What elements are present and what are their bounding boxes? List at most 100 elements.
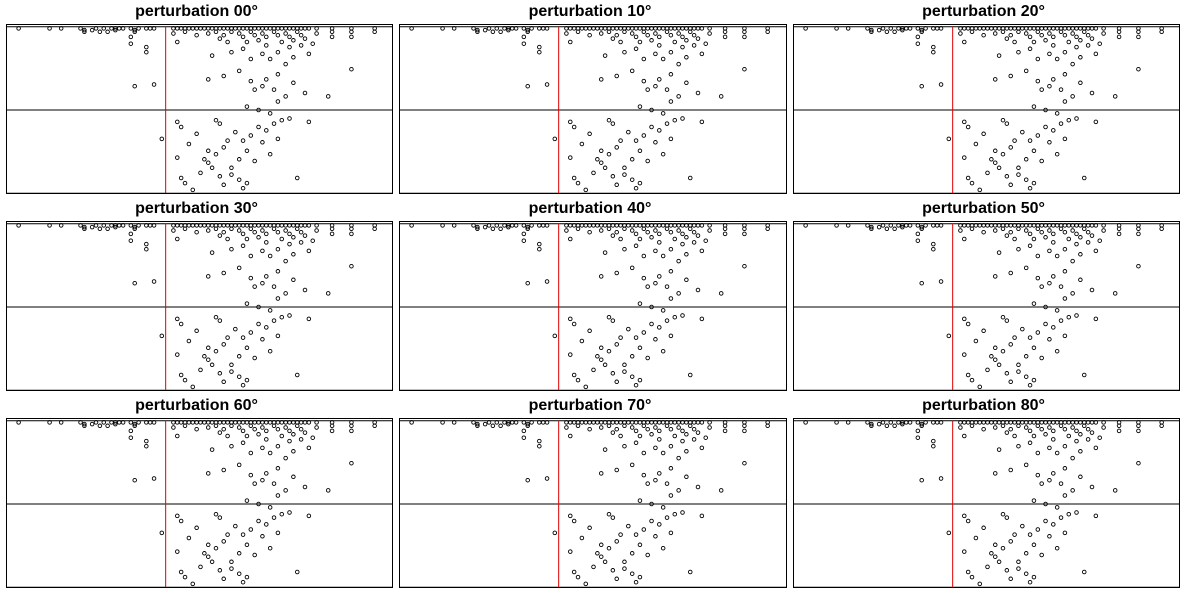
data-point [1101, 420, 1106, 425]
data-point [1074, 44, 1079, 50]
data-point [287, 231, 292, 237]
data-point [298, 43, 304, 48]
data-point [938, 476, 944, 481]
data-point [1016, 362, 1021, 368]
scatter-plot [7, 420, 392, 587]
data-point [1016, 369, 1021, 374]
data-point [1054, 450, 1060, 456]
data-point [803, 223, 808, 228]
data-point [1051, 274, 1056, 279]
data-point [260, 445, 265, 451]
data-point [688, 423, 693, 429]
data-point [506, 421, 511, 427]
data-point [684, 449, 689, 454]
data-point [205, 542, 211, 548]
data-point [641, 133, 647, 138]
data-point [213, 423, 219, 429]
data-point [552, 530, 558, 536]
data-point [225, 532, 230, 537]
data-point [660, 545, 666, 551]
data-point [676, 258, 681, 264]
data-point [657, 437, 662, 442]
data-point [965, 175, 971, 181]
data-point [267, 111, 273, 116]
data-point [1054, 348, 1060, 354]
data-point [915, 428, 921, 434]
chart-panel: perturbation 30° [0, 197, 393, 394]
panel-title: perturbation 00° [135, 3, 258, 20]
data-point [622, 423, 627, 429]
data-point [279, 39, 285, 45]
data-point [992, 77, 998, 82]
data-point [1035, 472, 1041, 478]
data-point [264, 471, 269, 476]
data-point [58, 420, 64, 425]
data-point [120, 420, 126, 425]
data-point [1016, 246, 1021, 252]
data-point [622, 49, 627, 55]
data-point [240, 382, 246, 388]
data-point [969, 574, 975, 580]
data-point [229, 246, 234, 252]
data-point [803, 26, 808, 31]
data-point [622, 165, 627, 171]
data-point [568, 155, 573, 160]
data-point [229, 559, 234, 565]
data-point [178, 518, 184, 524]
data-point [1039, 284, 1044, 289]
data-point [525, 224, 530, 230]
data-point [691, 43, 697, 48]
data-point [1000, 511, 1006, 517]
data-point [490, 423, 496, 429]
data-point [260, 51, 265, 57]
data-point [1136, 226, 1141, 232]
data-point [252, 158, 257, 164]
data-point [742, 226, 747, 232]
data-point [136, 420, 141, 425]
data-point [931, 443, 936, 449]
data-point [349, 423, 354, 429]
data-point [900, 224, 905, 230]
data-point [1004, 430, 1010, 435]
data-point [120, 26, 126, 31]
data-point [287, 116, 292, 121]
data-point [205, 31, 211, 36]
data-point [521, 26, 527, 31]
data-point [225, 138, 230, 143]
data-point [992, 345, 998, 351]
data-point [1004, 233, 1010, 238]
data-point [653, 51, 658, 57]
data-point [349, 231, 354, 237]
data-point [490, 226, 496, 232]
data-point [1054, 505, 1060, 510]
data-point [1062, 136, 1068, 142]
data-point [1136, 460, 1141, 466]
data-point [1070, 61, 1075, 67]
data-point [965, 372, 971, 378]
chart-panel: perturbation 80° [787, 394, 1180, 591]
data-point [931, 44, 936, 50]
data-point [1016, 423, 1021, 429]
data-point [175, 513, 180, 519]
data-point [969, 423, 975, 429]
data-point [653, 140, 658, 145]
data-point [229, 165, 234, 171]
data-point [151, 279, 157, 284]
data-point [252, 87, 257, 92]
data-point [587, 131, 592, 137]
data-point [614, 270, 619, 276]
data-point [680, 438, 685, 444]
data-point [1031, 301, 1037, 306]
data-point [680, 241, 685, 247]
data-point [1159, 226, 1164, 232]
data-point [680, 34, 685, 40]
data-point [645, 284, 650, 289]
data-point [1008, 426, 1013, 432]
data-point [521, 231, 527, 237]
data-point [579, 141, 585, 147]
data-point [695, 90, 701, 96]
data-point [1054, 545, 1060, 551]
data-point [267, 348, 273, 354]
data-point [645, 32, 650, 38]
data-point [1047, 248, 1052, 254]
